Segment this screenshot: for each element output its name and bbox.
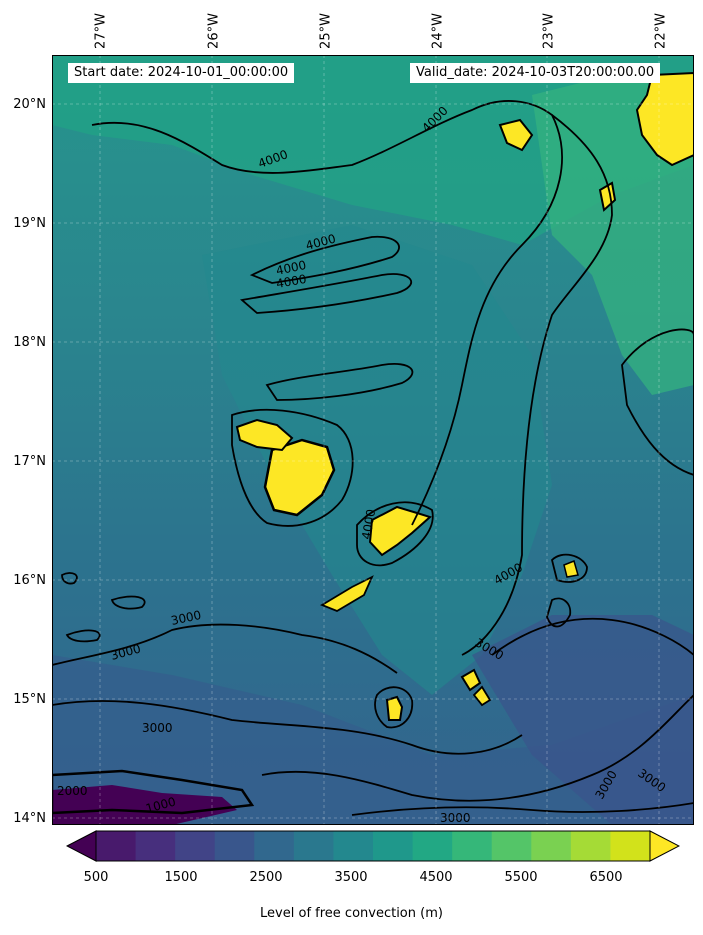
contour-west-island-a xyxy=(61,572,78,585)
colorbar-tick-6500: 6500 xyxy=(589,870,623,885)
lat-label-19n: 19°N xyxy=(13,216,46,231)
map-panel: 4000 4000 4000 4000 4000 4000 4000 3000 … xyxy=(52,55,694,825)
colorbar xyxy=(66,830,680,862)
contour-3000-south xyxy=(261,694,694,802)
contour-east-loop xyxy=(621,328,694,476)
contour-label: 2000 xyxy=(57,784,88,798)
colorbar-tick-4500: 4500 xyxy=(419,870,453,885)
patch-east-16n xyxy=(563,559,579,578)
lon-label-22w: 22°W xyxy=(653,13,669,49)
colorbar-cell xyxy=(610,831,651,861)
contour-3000-west xyxy=(52,623,398,674)
colorbar-cell xyxy=(491,831,532,861)
lon-label-25w: 25°W xyxy=(318,13,334,49)
colorbar-cell xyxy=(254,831,295,861)
colorbar-tick-1500: 1500 xyxy=(164,870,198,885)
field-region-central-band xyxy=(202,225,552,695)
lat-label-14n: 14°N xyxy=(13,811,46,826)
lat-label-20n: 20°N xyxy=(13,97,46,112)
field-region-southwest-low xyxy=(52,785,237,825)
lon-label-26w: 26°W xyxy=(206,13,222,49)
colorbar-tick-2500: 2500 xyxy=(249,870,283,885)
colorbar-cell xyxy=(175,831,216,861)
colorbar-cell xyxy=(373,831,414,861)
lon-label-24w: 24°W xyxy=(430,13,446,49)
contour-ridge-a xyxy=(249,235,400,284)
contour-label: 3000 xyxy=(440,811,471,825)
colorbar-cell xyxy=(96,831,137,861)
field-region-northeast xyxy=(532,75,694,395)
patch-15n-a xyxy=(385,695,404,721)
patch-sw-streak xyxy=(319,575,374,613)
lat-label-17n: 17°N xyxy=(13,454,46,469)
contour-label: 4000 xyxy=(359,508,378,541)
contour-loop-15n xyxy=(374,686,414,729)
map-frame xyxy=(52,55,694,825)
colorbar-cell xyxy=(214,831,255,861)
lat-label-15n: 15°N xyxy=(13,692,46,707)
colorbar-cell xyxy=(135,831,176,861)
colorbar-frame xyxy=(95,830,651,862)
colorbar-tick-5500: 5500 xyxy=(504,870,538,885)
lon-label-27w: 27°W xyxy=(93,13,109,49)
colorbar-cell xyxy=(412,831,453,861)
contour-around-17n xyxy=(231,408,354,527)
field-region-south xyxy=(52,655,694,825)
patch-15n-b xyxy=(460,668,482,692)
colorbar-cell xyxy=(293,831,334,861)
contour-loop-east-15n xyxy=(546,597,572,628)
colorbar-cell xyxy=(570,831,611,861)
contour-3000-southeast xyxy=(491,617,694,656)
contour-4000-north xyxy=(91,100,563,526)
lat-label-16n: 16°N xyxy=(13,573,46,588)
contour-lines xyxy=(52,100,694,816)
contour-4000-east xyxy=(461,114,613,656)
colorbar-cell xyxy=(333,831,374,861)
colorbar-cell xyxy=(531,831,572,861)
colorbar-label: Level of free convection (m) xyxy=(260,906,443,921)
contour-3000-bottom xyxy=(351,802,694,816)
contour-label: 4000 xyxy=(275,272,308,291)
start-date-label: Start date: 2024-10-01_00:00:00 xyxy=(68,63,295,83)
patch-left-17n xyxy=(235,418,294,452)
colorbar-extend-left xyxy=(66,830,97,862)
contour-ridge-b xyxy=(239,273,412,314)
contour-west-island-c xyxy=(65,629,101,643)
colorbar-cells xyxy=(96,831,651,861)
contour-3000-mid xyxy=(52,700,523,755)
patch-15n-c xyxy=(472,685,492,707)
colorbar-tick-500: 500 xyxy=(83,870,109,885)
contour-central-16n xyxy=(356,501,434,567)
patch-large-17n xyxy=(263,438,336,517)
field-region-southwest-ring xyxy=(52,769,255,815)
graticule xyxy=(52,55,694,825)
field-region-southeast xyxy=(472,615,694,825)
patch-north-small xyxy=(498,118,534,152)
colorbar-tick-3500: 3500 xyxy=(334,870,368,885)
valid-date-label: Valid_date: 2024-10-03T20:00:00.00 xyxy=(410,63,661,83)
contour-ridge-c xyxy=(265,363,414,401)
contour-west-island-b xyxy=(110,595,146,610)
lon-label-23w: 23°W xyxy=(541,13,557,49)
patch-northeast-corner xyxy=(635,71,694,167)
lat-label-18n: 18°N xyxy=(13,335,46,350)
contour-label: 3000 xyxy=(170,608,203,628)
colorbar-cell xyxy=(452,831,493,861)
contour-label: 3000 xyxy=(142,721,173,735)
contour-loop-east-16n xyxy=(551,553,588,583)
colorbar-extend-right xyxy=(649,830,680,862)
contour-label: 4000 xyxy=(275,258,308,278)
